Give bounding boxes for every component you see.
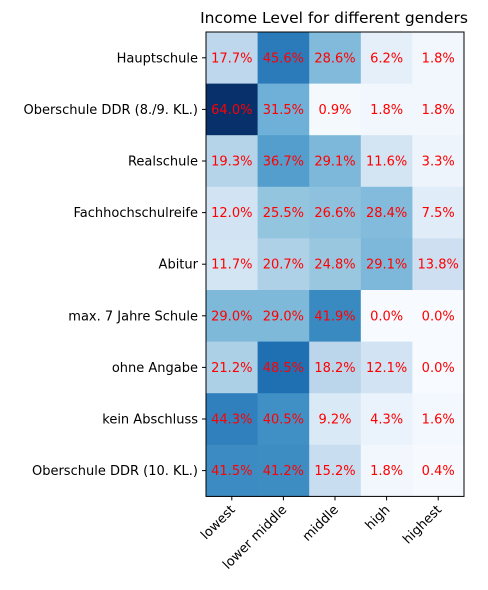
cell-value-label: 13.8% [418,258,459,273]
cell-value-label: 1.6% [422,413,455,428]
y-tick-label: ohne Angabe [112,361,198,376]
cell-value-label: 11.6% [366,155,407,170]
cell-value-label: 44.3% [211,413,252,428]
y-axis: Hauptschule Oberschule DDR (8./9. KL.) Rea… [23,51,206,479]
y-tick-label: max. 7 Jahre Schule [68,309,198,324]
y-tick-label: Abitur [159,258,199,273]
cell-value-label: 12.1% [366,361,407,376]
cell-value-label: 64.0% [211,103,252,118]
cell-value-label: 12.0% [211,206,252,221]
y-tick-label: Realschule [128,155,198,170]
y-tick-label: Oberschule DDR (10. KL.) [32,464,198,479]
y-tick-label: kein Abschluss [102,413,198,428]
cell-value-label: 4.3% [370,413,403,428]
cell-value-label: 48.5% [263,361,304,376]
cell-value-label: 0.0% [422,361,455,376]
cell-value-label: 11.7% [211,258,252,273]
cell-value-label: 41.9% [314,309,355,324]
cell-value-label: 0.9% [318,103,351,118]
cell-value-label: 29.0% [263,309,304,324]
cell-value-label: 26.6% [314,206,355,221]
cell-value-label: 9.2% [318,413,351,428]
chart-title: Income Level for different genders [200,9,468,27]
cell-value-label: 19.3% [211,155,252,170]
cell-value-label: 6.2% [370,51,403,66]
cell-value-label: 45.6% [263,51,304,66]
cell-value-label: 0.0% [370,309,403,324]
x-tick-label: middle [300,503,342,545]
cell-value-label: 1.8% [422,103,455,118]
x-tick-label: highest [400,503,445,548]
cell-value-label: 29.0% [211,309,252,324]
cell-value-label: 0.4% [422,464,455,479]
cell-value-label: 29.1% [314,155,355,170]
cell-value-label: 18.2% [314,361,355,376]
y-tick-label: Hauptschule [117,51,198,66]
cell-value-label: 3.3% [422,155,455,170]
cell-value-label: 25.5% [263,206,304,221]
cell-value-label: 17.7% [211,51,252,66]
cell-value-label: 41.2% [263,464,304,479]
cell-value-label: 36.7% [263,155,304,170]
y-tick-label: Oberschule DDR (8./9. KL.) [23,103,198,118]
cell-value-label: 31.5% [263,103,304,118]
cell-value-label: 1.8% [370,464,403,479]
cell-value-label: 1.8% [422,51,455,66]
cell-labels: 17.7% 45.6% 28.6% 6.2% 1.8% 64.0% 31.5% 0.9% 1.8… [211,51,459,479]
x-tick-label: lowest [198,503,238,543]
cell-value-label: 41.5% [211,464,252,479]
cell-value-label: 28.6% [314,51,355,66]
cell-value-label: 40.5% [263,413,304,428]
cell-value-label: 24.8% [314,258,355,273]
cell-value-label: 28.4% [366,206,407,221]
x-tick-label: high [363,503,394,534]
cell-value-label: 1.8% [370,103,403,118]
cell-value-label: 29.1% [366,258,407,273]
cell-value-label: 0.0% [422,309,455,324]
cell-value-label: 20.7% [263,258,304,273]
cell-value-label: 7.5% [422,206,455,221]
cell-value-label: 21.2% [211,361,252,376]
y-tick-label: Fachhochschulreife [74,206,198,221]
cell-value-label: 15.2% [314,464,355,479]
